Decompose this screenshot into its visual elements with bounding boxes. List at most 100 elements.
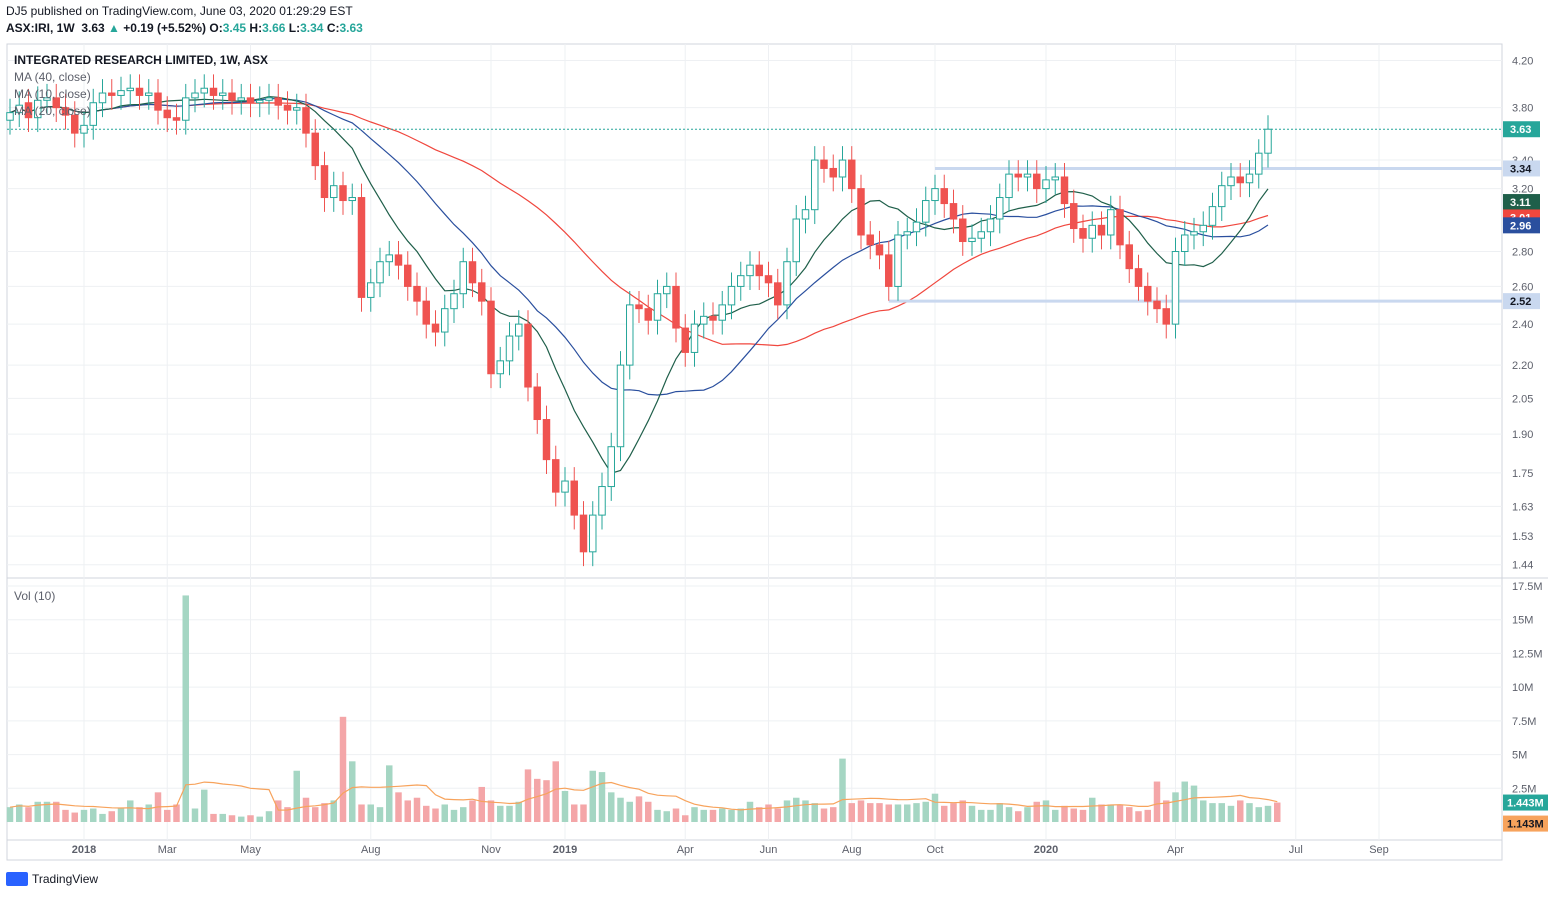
badge-text: 3.63 bbox=[1510, 124, 1531, 136]
candle-body bbox=[1116, 209, 1124, 246]
candle-body bbox=[413, 285, 421, 302]
candle bbox=[450, 279, 458, 324]
price-axis-badge: 2.96 bbox=[1503, 217, 1540, 234]
candle bbox=[246, 83, 255, 118]
volume-bar bbox=[228, 815, 236, 822]
volume-bar bbox=[99, 813, 106, 822]
volume-bar bbox=[635, 796, 643, 822]
candle-body bbox=[330, 185, 338, 199]
candle bbox=[922, 186, 930, 237]
candle-body bbox=[163, 109, 171, 119]
price-axis-badge: 2.52 bbox=[1503, 293, 1540, 310]
volume-bar bbox=[617, 797, 624, 822]
candle-body bbox=[496, 360, 504, 375]
volume-bar bbox=[1135, 811, 1142, 822]
candle-body bbox=[524, 323, 532, 388]
candle-body bbox=[15, 104, 23, 114]
volume-bar bbox=[1255, 807, 1262, 822]
tradingview-watermark[interactable]: TradingView bbox=[6, 872, 98, 886]
volume-bar bbox=[913, 803, 920, 822]
volume-bar bbox=[339, 716, 347, 822]
volume-axis-badge: 1.443M bbox=[1503, 794, 1548, 811]
candle bbox=[200, 74, 208, 108]
volume-bar bbox=[1163, 800, 1170, 822]
candle-body bbox=[302, 107, 310, 134]
volume-bar bbox=[1246, 803, 1253, 822]
candle-body bbox=[108, 92, 116, 96]
price-tick-label: 1.75 bbox=[1512, 468, 1533, 480]
badge-text: 3.11 bbox=[1510, 197, 1531, 209]
candle-body bbox=[191, 92, 199, 99]
candle bbox=[71, 101, 79, 148]
price-tick-label: 1.90 bbox=[1512, 429, 1533, 441]
candle bbox=[1023, 160, 1032, 192]
high-label: H: bbox=[249, 21, 263, 35]
legend-ma40[interactable]: MA (40, close) bbox=[14, 70, 91, 84]
candle-body bbox=[1236, 176, 1244, 184]
volume-bar bbox=[90, 808, 97, 822]
badge-text: 3.34 bbox=[1510, 163, 1532, 175]
volume-bar bbox=[238, 816, 245, 822]
candle bbox=[1088, 211, 1096, 253]
time-tick-label: Apr bbox=[677, 844, 694, 856]
candle bbox=[135, 74, 144, 110]
candle-body bbox=[1190, 231, 1198, 236]
candle-body bbox=[1088, 224, 1096, 239]
candle-body bbox=[1181, 234, 1189, 253]
candle bbox=[524, 310, 532, 402]
volume-bar bbox=[589, 770, 596, 822]
close-value: 3.63 bbox=[339, 21, 363, 35]
candle-body bbox=[644, 308, 652, 321]
candle-body bbox=[1097, 224, 1106, 236]
candle-body bbox=[727, 285, 736, 306]
volume-bar bbox=[728, 809, 735, 822]
volume-bar bbox=[959, 800, 966, 822]
chart-frame bbox=[6, 43, 1503, 861]
volume-bar bbox=[802, 800, 809, 822]
volume-bar bbox=[1227, 805, 1235, 822]
candle bbox=[811, 146, 819, 225]
volume-bar bbox=[145, 804, 152, 822]
volume-bar bbox=[506, 805, 513, 822]
candle bbox=[1134, 254, 1143, 301]
volume-bar bbox=[71, 812, 78, 822]
candle bbox=[533, 373, 541, 434]
volume-bar bbox=[1181, 781, 1188, 822]
legend-ma20[interactable]: MA (20, close) bbox=[14, 104, 91, 118]
candle bbox=[43, 83, 51, 115]
candle-body bbox=[746, 264, 754, 277]
volume-bar bbox=[543, 780, 550, 822]
legend-volume[interactable]: Vol (10) bbox=[14, 589, 56, 603]
last-price: 3.63 bbox=[81, 21, 105, 35]
candle bbox=[80, 111, 88, 148]
volume-bar bbox=[552, 761, 559, 822]
candle bbox=[1097, 211, 1106, 250]
candle-body bbox=[117, 90, 125, 96]
volume-bar bbox=[1274, 802, 1281, 822]
candle bbox=[320, 151, 329, 212]
candle bbox=[663, 272, 671, 309]
candle-body bbox=[367, 282, 375, 298]
candle bbox=[89, 88, 97, 140]
volume-bar bbox=[469, 800, 476, 822]
candle bbox=[441, 294, 449, 347]
volume-bar bbox=[164, 809, 171, 822]
candle bbox=[829, 154, 837, 192]
time-tick-label: Jul bbox=[1289, 844, 1303, 856]
candle-body bbox=[209, 87, 218, 96]
price-tick-label: 1.44 bbox=[1512, 560, 1533, 572]
volume-bar bbox=[321, 803, 328, 822]
volume-bar bbox=[191, 808, 199, 822]
candle-body bbox=[348, 197, 356, 202]
badge-text: 1.143M bbox=[1507, 819, 1544, 831]
candle bbox=[468, 247, 477, 298]
candle bbox=[126, 74, 134, 105]
candle-body bbox=[478, 282, 486, 302]
candle-body bbox=[857, 188, 865, 236]
candle-body bbox=[468, 261, 477, 284]
candle-body bbox=[783, 261, 791, 306]
candle-body bbox=[1005, 173, 1013, 199]
candle bbox=[24, 88, 33, 133]
legend-ma10[interactable]: MA (10, close) bbox=[14, 87, 91, 101]
